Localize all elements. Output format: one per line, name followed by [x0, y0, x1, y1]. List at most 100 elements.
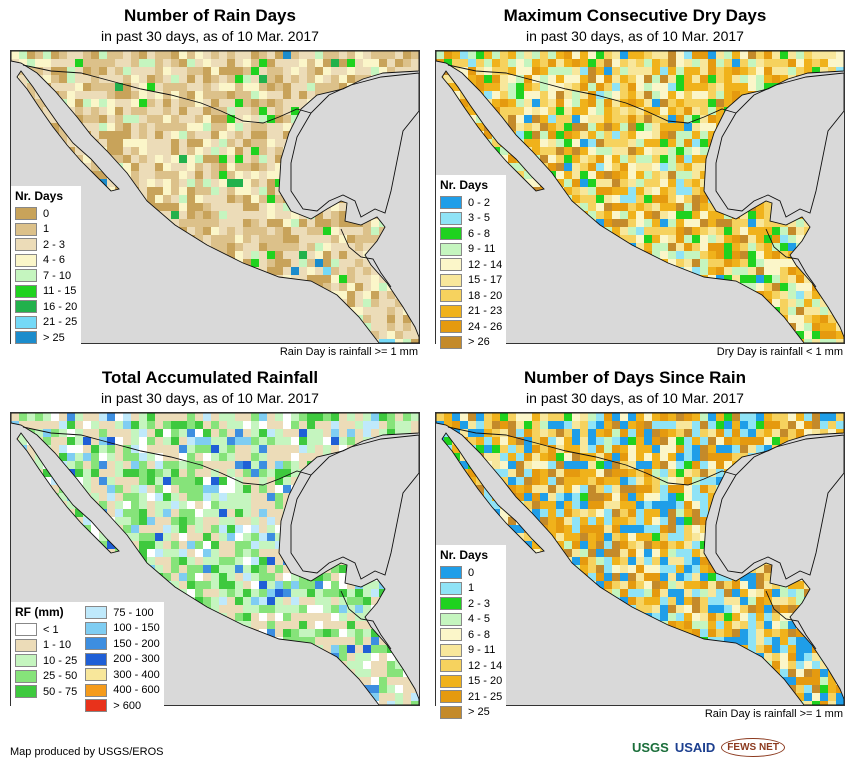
legend-label: 75 - 100	[113, 606, 154, 619]
legend: Nr. Days 0 1 2 - 3 4 - 6 7 - 10 11 - 15 16 - 2…	[11, 186, 82, 349]
legend-item: 7 - 10	[15, 268, 77, 284]
legend-title: Nr. Days	[440, 178, 489, 192]
legend-item: 25 - 50	[15, 669, 77, 685]
legend-label: 2 - 3	[468, 597, 491, 610]
legend-item: 21 - 25	[15, 315, 77, 331]
legend-label: 3 - 5	[468, 212, 491, 225]
legend-swatch	[85, 652, 108, 666]
legend-item: 4 - 5	[440, 612, 502, 628]
legend-swatch	[15, 207, 37, 221]
legend-swatch	[440, 674, 462, 688]
legend-item: < 1	[15, 622, 77, 638]
legend-label: 300 - 400	[113, 668, 160, 681]
legend-label: 18 - 20	[468, 289, 503, 302]
legend-swatch	[15, 623, 37, 637]
panel-subtitle: in past 30 days, as of 10 Mar. 2017	[526, 28, 744, 44]
legend-label: 4 - 6	[43, 254, 66, 267]
legend-item: 4 - 6	[15, 253, 77, 269]
legend-item: > 26	[440, 335, 502, 351]
legend-swatch	[440, 304, 462, 318]
legend-item: > 600	[85, 698, 159, 714]
legend-swatch	[440, 320, 462, 334]
legend-title: RF (mm)	[15, 605, 64, 619]
legend-swatch	[440, 705, 462, 719]
legend-title: Nr. Days	[15, 189, 64, 203]
legend-item: > 25	[440, 705, 502, 721]
legend-item: 150 - 200	[85, 636, 160, 652]
legend-swatch	[440, 612, 462, 626]
legend-label: 21 - 25	[468, 690, 503, 703]
legend-item: 2 - 3	[440, 596, 502, 612]
country-borders	[436, 51, 844, 343]
legend-swatch	[440, 581, 462, 595]
panel-footnote: Rain Day is rainfall >= 1 mm	[279, 346, 418, 358]
legend-label: 6 - 8	[468, 628, 491, 641]
legend-swatch	[15, 315, 37, 329]
legend: Nr. Days 0 - 2 3 - 5 6 - 8 9 - 11 12 - 14 15 …	[436, 175, 507, 353]
panel-title: Total Accumulated Rainfall	[101, 368, 319, 387]
legend-label: 6 - 8	[468, 227, 491, 240]
panel-subtitle: in past 30 days, as of 10 Mar. 2017	[101, 28, 319, 44]
country-borders	[11, 51, 419, 343]
logo-strip: USGS USAID FEWS NET	[632, 738, 785, 757]
legend-swatch	[440, 211, 462, 225]
legend-swatch	[440, 659, 462, 673]
legend-item: 16 - 20	[15, 299, 77, 315]
legend-item: > 25	[15, 330, 77, 346]
legend-item: 0	[15, 206, 77, 222]
legend-label: 12 - 14	[468, 659, 503, 672]
legend-label: > 26	[468, 336, 490, 349]
legend: RF (mm) < 1 1 - 10 10 - 25 25 - 50 50 - 75 7…	[11, 602, 164, 717]
legend-swatch	[15, 253, 37, 267]
legend-label: > 25	[468, 706, 490, 719]
legend-item: 75 - 100	[85, 605, 159, 621]
legend-label: 21 - 25	[43, 316, 78, 329]
legend-item: 15 - 20	[440, 674, 502, 690]
legend-swatch	[15, 685, 37, 699]
legend-label: 15 - 20	[468, 675, 503, 688]
legend-label: 0 - 2	[468, 196, 491, 209]
legend-item: 12 - 14	[440, 658, 502, 674]
legend-swatch	[440, 227, 462, 241]
legend-swatch	[440, 273, 462, 287]
legend-swatch	[15, 300, 37, 314]
legend-item: 9 - 11	[440, 643, 502, 659]
legend-swatch	[440, 242, 462, 256]
legend-swatch	[85, 606, 108, 620]
legend-swatch	[440, 196, 462, 210]
legend-item: 12 - 14	[440, 257, 502, 273]
legend-label: 25 - 50	[43, 670, 78, 683]
panel-title: Maximum Consecutive Dry Days	[503, 6, 767, 25]
legend-label: 12 - 14	[468, 258, 503, 271]
legend-label: < 1	[43, 623, 59, 636]
legend-label: 2 - 3	[43, 238, 66, 251]
legend-items: 0 1 2 - 3 4 - 5 6 - 8 9 - 11 12 - 14 15 - 20 21 …	[440, 565, 502, 720]
panel-days-since-rain: Number of Days Since Rain in past 30 day…	[425, 362, 845, 723]
legend-label: 4 - 5	[468, 613, 491, 626]
usaid-logo: USAID	[674, 740, 716, 755]
panel-footnote: Rain Day is rainfall >= 1 mm	[704, 708, 843, 720]
legend-label: 1	[468, 582, 475, 595]
legend-swatch	[15, 331, 37, 345]
map-total-rainfall	[10, 412, 420, 706]
legend-item: 2 - 3	[15, 237, 77, 253]
legend-swatch	[85, 637, 108, 651]
legend-label: 9 - 11	[468, 644, 496, 657]
legend-swatch	[440, 643, 462, 657]
legend-item: 1 - 10	[15, 638, 77, 654]
legend-item: 200 - 300	[85, 652, 160, 668]
legend-label: 50 - 75	[43, 685, 78, 698]
legend-title: Nr. Days	[440, 548, 489, 562]
legend-swatch	[15, 222, 37, 236]
legend-item: 24 - 26	[440, 319, 502, 335]
legend-label: 200 - 300	[113, 653, 160, 666]
panel-footnote: Dry Day is rainfall < 1 mm	[716, 346, 843, 358]
legend-swatch	[85, 683, 108, 697]
legend: Nr. Days 0 1 2 - 3 4 - 5 6 - 8 9 - 11 12 - 14 1…	[436, 545, 507, 723]
legend-label: 11 - 15	[43, 285, 77, 298]
panel-subtitle: in past 30 days, as of 10 Mar. 2017	[101, 390, 319, 406]
panel-subtitle: in past 30 days, as of 10 Mar. 2017	[526, 390, 744, 406]
legend-item: 400 - 600	[85, 683, 160, 699]
legend-items: 0 - 2 3 - 5 6 - 8 9 - 11 12 - 14 15 - 17 18 - …	[440, 195, 502, 350]
legend-items-left: < 1 1 - 10 10 - 25 25 - 50 50 - 75	[15, 622, 77, 700]
